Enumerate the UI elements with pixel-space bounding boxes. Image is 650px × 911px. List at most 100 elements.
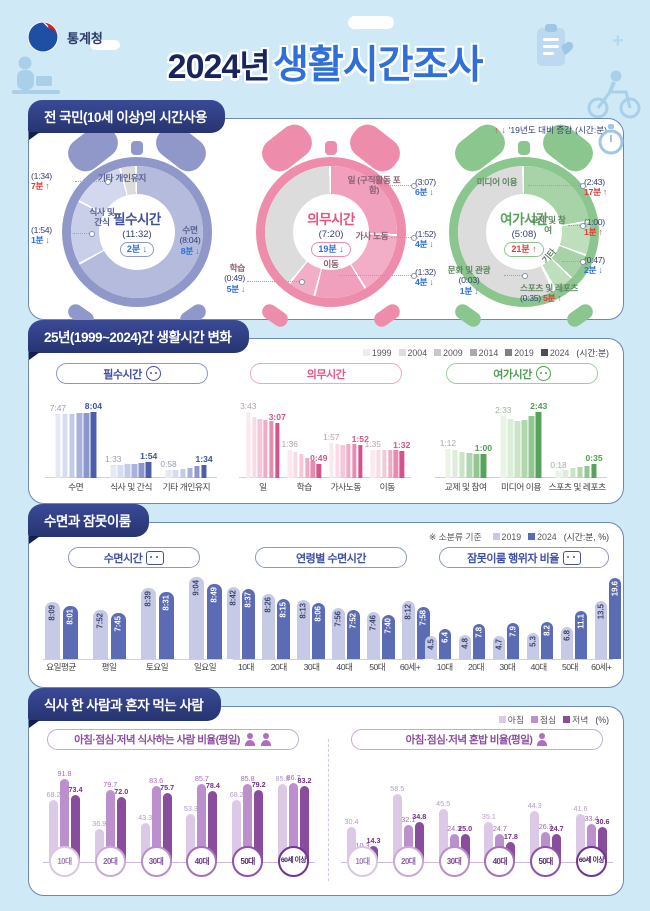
last-year-value: 1:00 bbox=[474, 442, 493, 453]
sleep-by-age-chart: 8:42 8:37 8:26 8:15 8:13 8:06 7:56 7:52 7:46 7:40… bbox=[226, 571, 430, 675]
legend-label: 점심 bbox=[539, 715, 557, 725]
category-label: 20대 bbox=[468, 662, 484, 672]
legend-swatch bbox=[469, 349, 477, 356]
bar bbox=[110, 465, 117, 478]
bar-value: 44.3 bbox=[527, 800, 542, 810]
legend-item: 2004 bbox=[398, 348, 427, 358]
bar-pair: 8:26 8:15 bbox=[261, 594, 290, 659]
trend-category-group: 1:35 1:32 이동 bbox=[365, 408, 411, 492]
agency-name: 통계청 bbox=[67, 30, 103, 46]
bar-value: 10.3 bbox=[356, 841, 370, 850]
callout-dot bbox=[105, 178, 111, 185]
bar-value: 13.5 bbox=[596, 604, 606, 620]
bar-value: 41.6 bbox=[573, 803, 588, 813]
category-label: 이동 bbox=[379, 482, 396, 492]
down-arrow-icon: ↓ bbox=[501, 125, 506, 135]
clock-slice-label: 학습 (0:49) 5분 ↓ bbox=[203, 263, 245, 294]
change-amount: 6분 bbox=[415, 187, 428, 198]
change-arrow-icon: ↓ bbox=[336, 243, 344, 254]
bar-wrap: 85.8 bbox=[275, 774, 289, 863]
bar bbox=[62, 414, 68, 478]
bar-value: 8:12 bbox=[403, 603, 413, 620]
bar-wrap: 33.4 bbox=[584, 814, 598, 863]
bar-pair: 9:04 8:49 bbox=[188, 577, 222, 659]
slice-time-change: (0:35) 5분 ↑ bbox=[520, 293, 620, 303]
clock-slice-label: (1:34) 7분 ↑ bbox=[31, 171, 73, 192]
callout-dot bbox=[580, 258, 586, 265]
bar bbox=[555, 470, 562, 478]
change-note: ↑ ↓ '19년도 대비 증감 (시간:분) bbox=[494, 124, 607, 136]
bar-value: 85.8 bbox=[240, 774, 255, 784]
axis-line bbox=[45, 477, 217, 478]
category-label: 가사노동 bbox=[330, 482, 362, 492]
clock-center: 필수시간 (11:32) 2분 ↓ bbox=[99, 194, 175, 270]
bar-value: 91.8 bbox=[57, 768, 72, 778]
bar-value: 7:45 bbox=[113, 615, 123, 632]
bar-value: 24.7 bbox=[549, 823, 564, 833]
bar-value: 45.5 bbox=[436, 799, 451, 809]
bar-value: 75.7 bbox=[160, 783, 175, 793]
change-arrow-icon: ↑ bbox=[43, 181, 50, 192]
pill-label: 연령별 수면시간 bbox=[296, 552, 366, 565]
change-value: 5분 ↑ bbox=[543, 293, 562, 303]
bar-value: 72.0 bbox=[114, 786, 129, 796]
bar bbox=[438, 809, 448, 863]
sleepless-tv-face-icon bbox=[562, 550, 581, 565]
agency-logo: 통계청 bbox=[26, 20, 103, 54]
callout-line bbox=[528, 185, 582, 186]
category-label: 교제 및 참여 bbox=[444, 482, 487, 492]
circle-wrap: 30대 bbox=[140, 846, 172, 877]
bar bbox=[208, 790, 218, 863]
bar: 8:26 bbox=[261, 594, 275, 659]
category-label: 수면 bbox=[68, 482, 84, 492]
category-label: 스포츠 및 레포츠 bbox=[548, 482, 607, 492]
clock-title: 여가시간 bbox=[500, 211, 548, 227]
legend-item: 아침 bbox=[498, 713, 524, 726]
bar-pair: 7:56 7:52 bbox=[331, 607, 360, 659]
bar-value: 8:26 bbox=[263, 597, 273, 613]
bar bbox=[243, 784, 253, 863]
bar bbox=[392, 793, 402, 863]
trend-bars bbox=[165, 465, 207, 478]
bar-value: 8:01 bbox=[65, 608, 75, 625]
legend-item: 2024 bbox=[528, 532, 557, 542]
bar bbox=[165, 470, 172, 478]
bar-value: 34.8 bbox=[412, 811, 427, 821]
stopwatch-icon bbox=[598, 124, 624, 155]
bar bbox=[60, 778, 69, 863]
bar-wrap: 45.5 bbox=[436, 799, 450, 863]
bar bbox=[577, 467, 583, 478]
bar bbox=[179, 469, 186, 478]
obligatory-time-pill: 의무시간 bbox=[250, 363, 402, 384]
chart-divider bbox=[328, 739, 329, 881]
change-value: 1분 ↑ bbox=[584, 227, 603, 237]
category-label: 30대 bbox=[303, 662, 320, 672]
bar-value: 36.9 bbox=[92, 819, 107, 829]
slice-time: (0:35) bbox=[520, 293, 544, 304]
meal-alone-chart: 30.4 10.314.3 58.5 32.134.8 45.5 24.325.0 35.1… bbox=[341, 755, 613, 889]
legend-swatch bbox=[492, 533, 500, 540]
first-year-value: 1:12 bbox=[439, 437, 457, 448]
slice-time: (3:07) bbox=[415, 177, 436, 187]
trend-bars bbox=[555, 463, 597, 478]
bar-value: 4.8 bbox=[460, 638, 470, 650]
bar-pair: 8:42 8:37 bbox=[226, 587, 255, 659]
bar-wrap: 75.7 bbox=[160, 783, 174, 863]
change-value: 6분 ↓ bbox=[415, 187, 434, 198]
clock-slice-label: (0:47) 2분 ↓ bbox=[584, 255, 630, 276]
clock-title: 필수시간 bbox=[113, 211, 161, 227]
bar-wrap: 68.2 bbox=[230, 790, 244, 863]
callout-line bbox=[73, 233, 91, 234]
bar bbox=[347, 827, 356, 863]
callout-dot bbox=[580, 182, 586, 189]
bar: 7:40 bbox=[381, 615, 395, 659]
bar bbox=[116, 796, 126, 863]
category-label: 60세+ bbox=[591, 662, 612, 672]
bar-wrap: 32.1 bbox=[401, 815, 415, 863]
bar bbox=[69, 413, 75, 478]
bar bbox=[269, 420, 274, 478]
eating-person-icon bbox=[244, 733, 256, 746]
bar: 19.6 bbox=[609, 577, 621, 659]
trend-category-group: 1:33 1:54 식사 및 간식 bbox=[103, 408, 158, 492]
trend-category-group: 0:58 1:34 기타 개인유지 bbox=[159, 408, 214, 492]
